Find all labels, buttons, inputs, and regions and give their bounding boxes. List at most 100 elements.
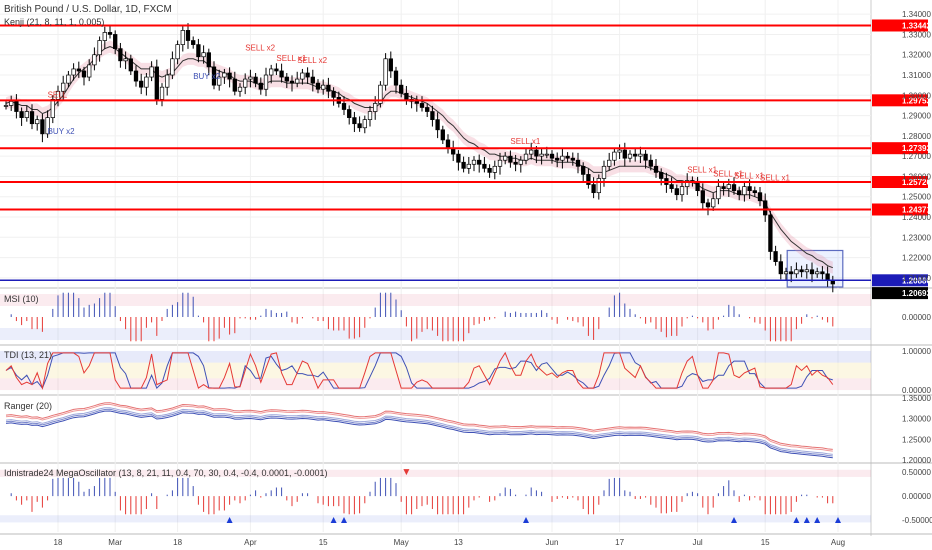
time-tick-label: 18: [54, 538, 63, 547]
time-tick-label: 18: [173, 538, 182, 547]
candle-body: [50, 99, 55, 118]
time-axis[interactable]: 18 Mar 18 Apr 15 May 13 Jun 17 Jul 15 Aug: [54, 538, 846, 547]
time-tick-label: May: [394, 538, 409, 547]
candle-body: [794, 269, 799, 275]
tdi-tick-label: 0.00000: [902, 386, 931, 395]
candle-body: [659, 172, 664, 179]
level-tag-text: 1.33442: [902, 21, 931, 30]
tdi-lower-zone: [0, 378, 871, 391]
candle-body: [123, 58, 128, 62]
candle-body: [383, 58, 388, 86]
candle-body: [773, 251, 778, 262]
candle-body: [232, 78, 237, 92]
candle-body: [711, 198, 716, 208]
osc-tick-label: 0.50000: [902, 468, 931, 477]
candle-body: [757, 192, 763, 202]
level-tag: [872, 142, 928, 155]
level-tag: [872, 203, 928, 216]
candle-body: [555, 157, 560, 161]
candle-body: [35, 119, 40, 125]
candle-body: [170, 58, 175, 76]
buy-signal-label: BUY x2: [48, 127, 76, 136]
candle-body: [331, 90, 336, 98]
price-tick-label: 1.23000: [902, 233, 931, 242]
candle-body: [737, 190, 742, 196]
osc-tick-label: 0.00000: [902, 492, 931, 501]
candle-body: [596, 178, 601, 194]
sell-signal-label: SELL x1: [734, 171, 764, 180]
ema-line: [5, 46, 833, 269]
candle-body: [66, 74, 71, 84]
price-tick-label: 1.34000: [902, 10, 931, 19]
kenji-band-fill: [6, 40, 833, 274]
candle-body: [274, 68, 279, 72]
candle-body: [217, 76, 222, 86]
time-tick-label: 17: [615, 538, 624, 547]
ranger-label: Ranger (20): [4, 401, 52, 411]
level-tag: [872, 94, 928, 107]
blue-level-tag-text: 1.20880: [902, 276, 931, 285]
candle-body: [716, 186, 721, 200]
candle-body: [201, 52, 206, 58]
candle-body: [211, 66, 217, 86]
candle-body: [19, 111, 24, 118]
price-axis[interactable]: 1.34000 1.33000 1.32000 1.31000 1.30000 1.290…: [902, 10, 932, 525]
candle-body: [461, 161, 466, 169]
time-tick-label: Apr: [244, 538, 257, 547]
candle-body: [97, 40, 102, 56]
candle-body: [81, 70, 87, 78]
osc-sell-arrow: [403, 469, 410, 476]
candle-body: [560, 155, 565, 161]
candle-body: [180, 30, 185, 45]
last-price-tag-text: 1.20693: [902, 289, 931, 298]
candle-body: [570, 157, 575, 161]
osc-buy-arrow: [814, 517, 821, 524]
candle-body: [539, 153, 544, 157]
candle-body: [9, 101, 14, 106]
candle-body: [40, 119, 45, 135]
candle-body: [700, 190, 705, 204]
candle-body: [529, 149, 534, 155]
candle-body: [175, 44, 180, 60]
candle-body: [102, 32, 107, 41]
price-tick-label: 1.28000: [902, 132, 931, 141]
tdi-rsi-line: [5, 351, 834, 390]
ranger-tick-label: 1.30000: [902, 415, 931, 424]
candle-body: [445, 139, 451, 149]
candle-body: [154, 66, 159, 100]
time-tick-label: Jun: [546, 538, 559, 547]
level-tag-text: 1.29753: [902, 96, 931, 105]
grid: [0, 0, 932, 536]
candle-body: [279, 70, 284, 78]
time-tick-label: Jul: [692, 538, 702, 547]
candle-body: [128, 58, 133, 72]
candle-body: [92, 54, 97, 66]
tdi-label: TDI (13, 21): [4, 350, 52, 360]
level-tag-text: 1.25726: [902, 178, 931, 187]
candle-body: [71, 68, 76, 76]
time-tick-label: 15: [761, 538, 770, 547]
candle-body: [14, 101, 19, 112]
candle-body: [544, 153, 549, 156]
candle-body: [482, 163, 487, 169]
candle-body: [243, 78, 248, 88]
candle-body: [253, 76, 258, 84]
price-tick-label: 1.22000: [902, 254, 931, 263]
price-pane[interactable]: 1.33442 1.29753 1.27393 1.25726 1.24371 1.208…: [0, 19, 931, 300]
candle-body: [456, 153, 461, 163]
candle-body: [825, 273, 830, 281]
candle-body: [440, 129, 445, 141]
horizontal-levels[interactable]: 1.33442 1.29753 1.27393 1.25726 1.24371 1.208…: [0, 19, 931, 300]
candle-body: [305, 72, 310, 78]
candle-body: [612, 151, 617, 161]
candle-body: [778, 261, 783, 275]
candle-body: [45, 117, 50, 135]
tdi-mid-zone: [0, 362, 871, 379]
ema-line-path: [5, 46, 833, 269]
indicator-panes: [0, 292, 871, 524]
time-tick-label: 15: [319, 538, 328, 547]
price-tick-label: 1.26000: [902, 172, 931, 181]
level-tag: [872, 19, 928, 32]
osc-buy-arrow: [341, 517, 347, 524]
